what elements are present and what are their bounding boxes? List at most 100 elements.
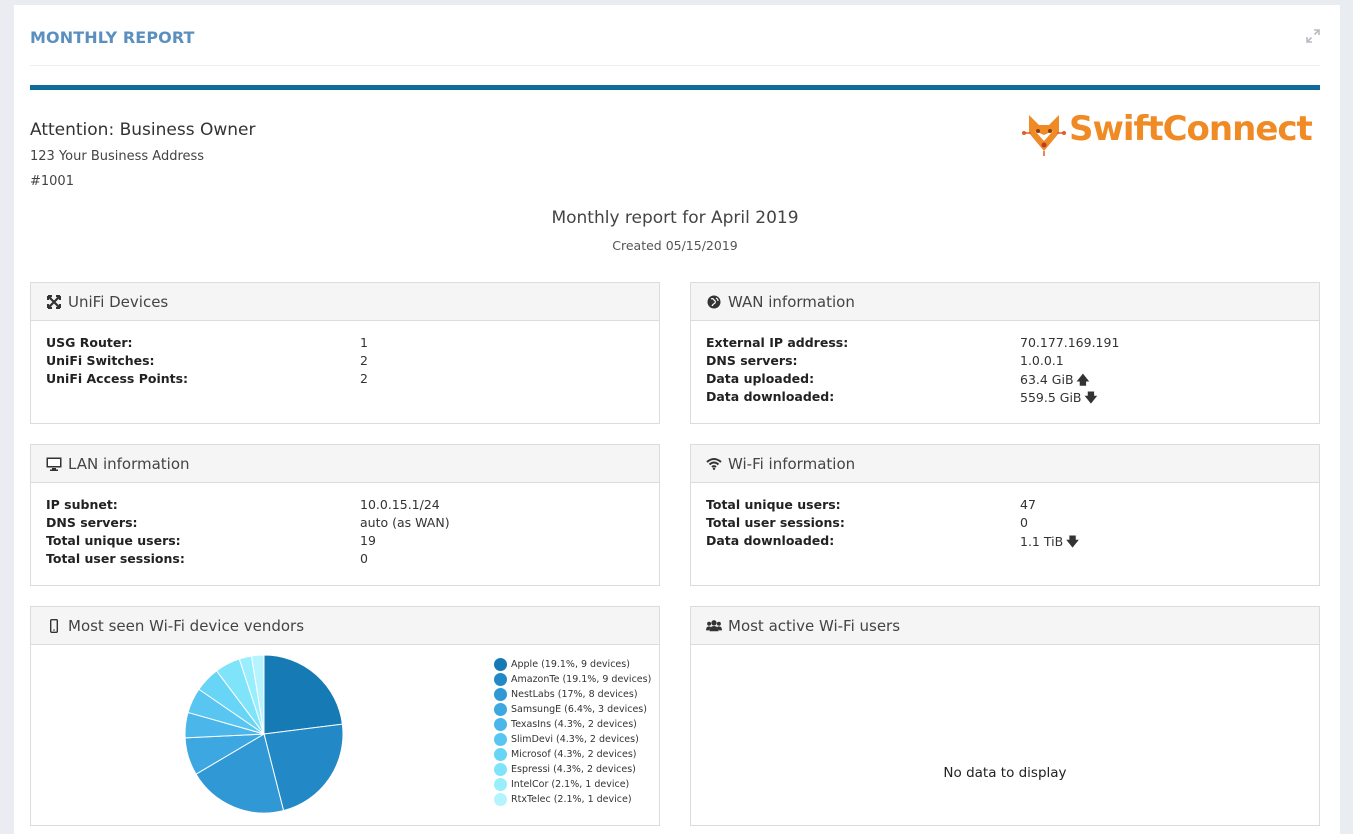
expand-arrows-icon[interactable] [1306,29,1320,43]
panel-title: WAN information [728,292,855,311]
lan-panel: LAN information IP subnet: 10.0.15.1/24 D… [30,444,660,586]
row-value: 0 [360,551,368,566]
table-row: Data downloaded: 559.5 GiB 🡇 [706,389,1304,407]
legend-label: AmazonTe (19.1%, 9 devices) [511,674,652,685]
accent-bar [30,85,1320,90]
table-row: IP subnet: 10.0.15.1/24 [46,497,644,515]
legend-item: AmazonTe (19.1%, 9 devices) [494,672,651,687]
no-data-message: No data to display [943,765,1067,781]
pie-slice-amazonte [263,723,344,812]
arrow-down-icon: 🡇 [1084,390,1098,405]
logo-text: SwiftConnect [1069,109,1313,149]
legend-swatch [494,778,507,791]
legend-item: NestLabs (17%, 8 devices) [494,687,651,702]
legend-swatch [494,763,507,776]
legend-swatch [494,673,507,686]
active-users-panel: Most active Wi-Fi users No data to displ… [690,606,1320,826]
row-label: Data downloaded: [706,389,835,404]
table-row: DNS servers: 1.0.0.1 [706,353,1304,371]
business-address: 123 Your Business Address [30,149,205,164]
legend-item: Espressi (4.3%, 2 devices) [494,762,651,777]
row-label: Total user sessions: [46,551,185,566]
table-row: Data downloaded: 1.1 TiB 🡇 [706,533,1304,551]
report-card: MONTHLY REPORT Attention: Business Owner… [14,5,1340,834]
panel-header: Most seen Wi-Fi device vendors [31,607,659,645]
unifi-devices-panel: UniFi Devices USG Router: 1 UniFi Switche… [30,282,660,424]
row-label: External IP address: [706,335,849,350]
legend-item: RtxTelec (2.1%, 1 device) [494,792,651,807]
row-value: 19 [360,533,376,548]
row-label: Total user sessions: [706,515,845,530]
vendors-panel: Most seen Wi-Fi device vendors Apple (19… [30,606,660,826]
legend-item: SlimDevi (4.3%, 2 devices) [494,732,651,747]
swiftconnect-logo: SwiftConnect [1019,107,1319,159]
row-label: DNS servers: [706,353,798,368]
legend-swatch [494,688,507,701]
row-value: 63.4 GiB [1020,372,1074,387]
table-row: Total user sessions: 0 [46,551,644,569]
pie-slice-rtxtelec [250,654,265,735]
legend-swatch [494,793,507,806]
table-row: Total unique users: 47 [706,497,1304,515]
monitor-icon [46,456,62,472]
table-row: Total unique users: 19 [46,533,644,551]
row-label: Data uploaded: [706,371,815,386]
legend-label: IntelCor (2.1%, 1 device) [511,779,630,790]
row-label: Data downloaded: [706,533,835,548]
wifi-icon [706,456,722,472]
users-icon [706,618,722,634]
legend-swatch [494,703,507,716]
table-row: Data uploaded: 63.4 GiB 🡅 [706,371,1304,389]
panel-header: Wi-Fi information [691,445,1319,483]
panel-title: Most active Wi-Fi users [728,616,901,635]
legend-item: TexasIns (4.3%, 2 devices) [494,717,651,732]
row-label: IP subnet: [46,497,118,512]
legend-label: SlimDevi (4.3%, 2 devices) [511,734,639,745]
panel-title: Most seen Wi-Fi device vendors [68,616,305,635]
legend-item: IntelCor (2.1%, 1 device) [494,777,651,792]
row-label: Total unique users: [706,497,841,512]
mobile-icon [46,618,62,634]
row-label: USG Router: [46,335,133,350]
network-icon [46,294,62,310]
legend-swatch [494,733,507,746]
row-value: auto (as WAN) [360,515,450,530]
legend-label: SamsungE (6.4%, 3 devices) [511,704,647,715]
panel-title: Wi-Fi information [728,454,856,473]
globe-icon [706,294,722,310]
panel-header: LAN information [31,445,659,483]
table-row: UniFi Access Points: 2 [46,371,644,389]
legend-item: Apple (19.1%, 9 devices) [494,657,651,672]
fox-logo-icon [1022,115,1066,156]
table-row: External IP address: 70.177.169.191 [706,335,1304,353]
row-label: DNS servers: [46,515,138,530]
arrow-up-icon: 🡅 [1076,372,1090,387]
row-value: 0 [1020,515,1028,530]
legend-label: Espressi (4.3%, 2 devices) [511,764,636,775]
legend-label: RtxTelec (2.1%, 1 device) [511,794,632,805]
report-heading: Monthly report for April 2019 [551,208,799,228]
account-number: #1001 [30,174,74,189]
row-label: UniFi Access Points: [46,371,189,386]
row-label: UniFi Switches: [46,353,155,368]
row-value: 1.0.0.1 [1020,353,1064,368]
legend-label: NestLabs (17%, 8 devices) [511,689,638,700]
created-date: Created 05/15/2019 [612,238,738,253]
legend-item: Microsof (4.3%, 2 devices) [494,747,651,762]
table-row: UniFi Switches: 2 [46,353,644,371]
table-row: DNS servers: auto (as WAN) [46,515,644,533]
legend-swatch [494,748,507,761]
pie-slice-apple [263,654,343,735]
panel-header: UniFi Devices [31,283,659,321]
legend-swatch [494,658,507,671]
legend-label: Microsof (4.3%, 2 devices) [511,749,637,760]
legend-label: Apple (19.1%, 9 devices) [511,659,630,670]
row-value: 2 [360,353,368,368]
row-value: 559.5 GiB [1020,390,1082,405]
row-value: 1.1 TiB [1020,534,1064,549]
pie-slice-nestlabs [195,733,285,814]
report-title: MONTHLY REPORT [30,28,195,47]
legend-swatch [494,718,507,731]
attention-line: Attention: Business Owner [30,120,256,140]
arrow-down-icon: 🡇 [1066,534,1080,549]
